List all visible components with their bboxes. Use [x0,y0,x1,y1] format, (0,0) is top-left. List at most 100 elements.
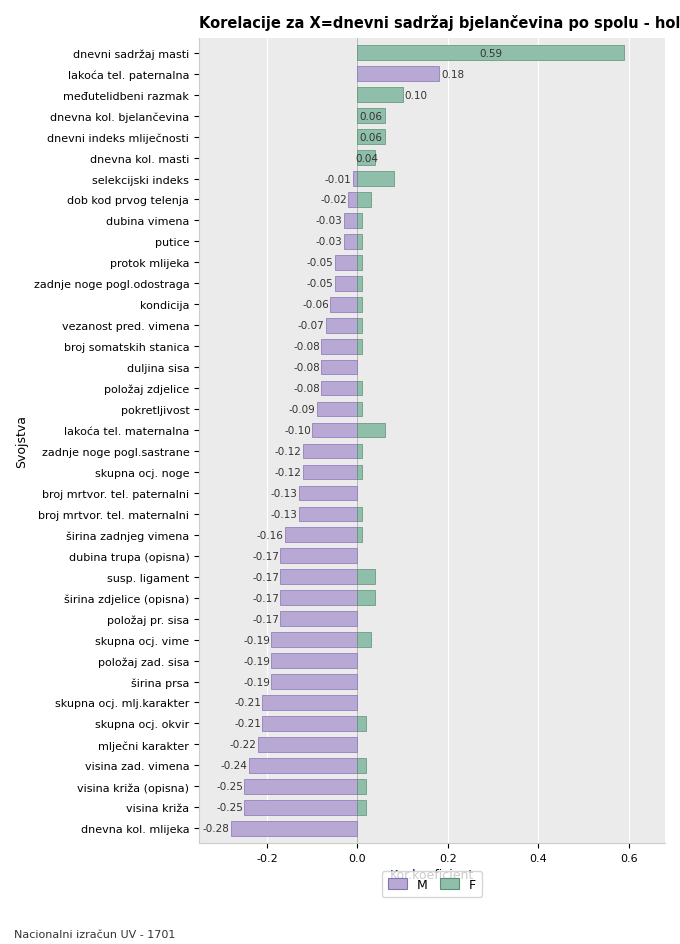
Text: -0.13: -0.13 [271,488,297,498]
Bar [303,465,358,480]
Bar [358,67,439,82]
Bar [244,801,358,815]
Text: -0.03: -0.03 [316,216,343,227]
Text: 0.06: 0.06 [360,132,382,143]
Text: -0.07: -0.07 [298,321,324,331]
Text: -0.17: -0.17 [252,593,279,603]
Bar [321,340,358,354]
Text: 0.59: 0.59 [479,49,503,59]
Bar [358,130,384,144]
Bar [249,758,358,773]
Bar [358,402,362,417]
Bar [358,256,362,270]
Bar [358,779,367,794]
Bar [358,716,367,731]
Text: -0.22: -0.22 [230,739,256,750]
Text: -0.19: -0.19 [243,677,270,687]
Bar [344,214,358,228]
Text: Korelacije za X=dnevni sadržaj bjelančevina po spolu - hol: Korelacije za X=dnevni sadržaj bjelančev… [199,15,680,31]
Bar [317,402,358,417]
Bar [358,340,362,354]
Text: -0.06: -0.06 [302,300,329,310]
Bar [262,696,358,710]
Bar [348,193,358,208]
Text: -0.19: -0.19 [243,656,270,666]
Bar [280,548,358,564]
Bar [321,361,358,375]
Bar [358,445,362,459]
Text: -0.17: -0.17 [252,551,279,561]
Bar [312,423,358,438]
Bar [358,423,384,438]
Text: -0.16: -0.16 [257,531,284,540]
Text: -0.25: -0.25 [216,802,243,813]
Bar [299,507,358,522]
Bar [358,89,403,103]
Text: -0.10: -0.10 [284,426,311,435]
Bar [358,110,384,124]
Text: -0.24: -0.24 [220,761,248,770]
Bar [280,612,358,626]
Text: -0.13: -0.13 [271,510,297,519]
Text: -0.05: -0.05 [307,258,333,268]
Text: -0.28: -0.28 [203,823,229,834]
Text: -0.02: -0.02 [320,195,347,205]
Bar [358,151,375,166]
Y-axis label: Svojstva: Svojstva [15,414,28,467]
Bar [280,570,358,584]
Bar [335,256,358,270]
Text: -0.03: -0.03 [316,237,343,247]
Text: -0.25: -0.25 [216,782,243,791]
Bar [358,801,367,815]
Text: 0.04: 0.04 [355,154,378,163]
Bar [358,591,375,605]
Bar [285,528,358,543]
Bar [244,779,358,794]
Bar [330,297,358,312]
Text: -0.17: -0.17 [252,572,279,582]
Text: -0.21: -0.21 [234,698,261,708]
Bar [262,716,358,731]
Bar [344,235,358,249]
Text: -0.05: -0.05 [307,279,333,289]
Bar [358,46,624,61]
Bar [358,632,371,648]
Bar [358,570,375,584]
Text: -0.08: -0.08 [293,383,320,394]
Bar [358,297,362,312]
Bar [231,821,358,835]
Bar [271,632,358,648]
Bar [353,172,358,187]
Bar [271,674,358,689]
Bar [258,737,358,752]
Text: -0.09: -0.09 [288,405,316,414]
Legend: M, F: M, F [382,871,482,897]
Text: 0.06: 0.06 [360,111,382,122]
Bar [321,381,358,396]
Bar [280,591,358,605]
Text: -0.12: -0.12 [275,447,302,457]
Bar [358,465,362,480]
Text: -0.01: -0.01 [325,175,352,184]
Text: -0.08: -0.08 [293,362,320,373]
Text: 0.18: 0.18 [441,70,464,79]
Text: -0.21: -0.21 [234,718,261,729]
Text: -0.08: -0.08 [293,342,320,352]
Text: Nacionalni izračun UV - 1701: Nacionalni izračun UV - 1701 [14,929,175,939]
Bar [326,318,358,333]
Bar [358,507,362,522]
Text: -0.12: -0.12 [275,467,302,478]
Bar [358,528,362,543]
Bar [303,445,358,459]
Bar [358,172,394,187]
Bar [271,653,358,668]
Text: -0.17: -0.17 [252,614,279,624]
Bar [358,318,362,333]
Bar [358,381,362,396]
Bar [358,193,371,208]
Text: 0.10: 0.10 [405,91,428,101]
Bar [358,214,362,228]
X-axis label: Kor.koeficient: Kor.koeficient [390,868,474,881]
Text: -0.19: -0.19 [243,635,270,645]
Bar [299,486,358,500]
